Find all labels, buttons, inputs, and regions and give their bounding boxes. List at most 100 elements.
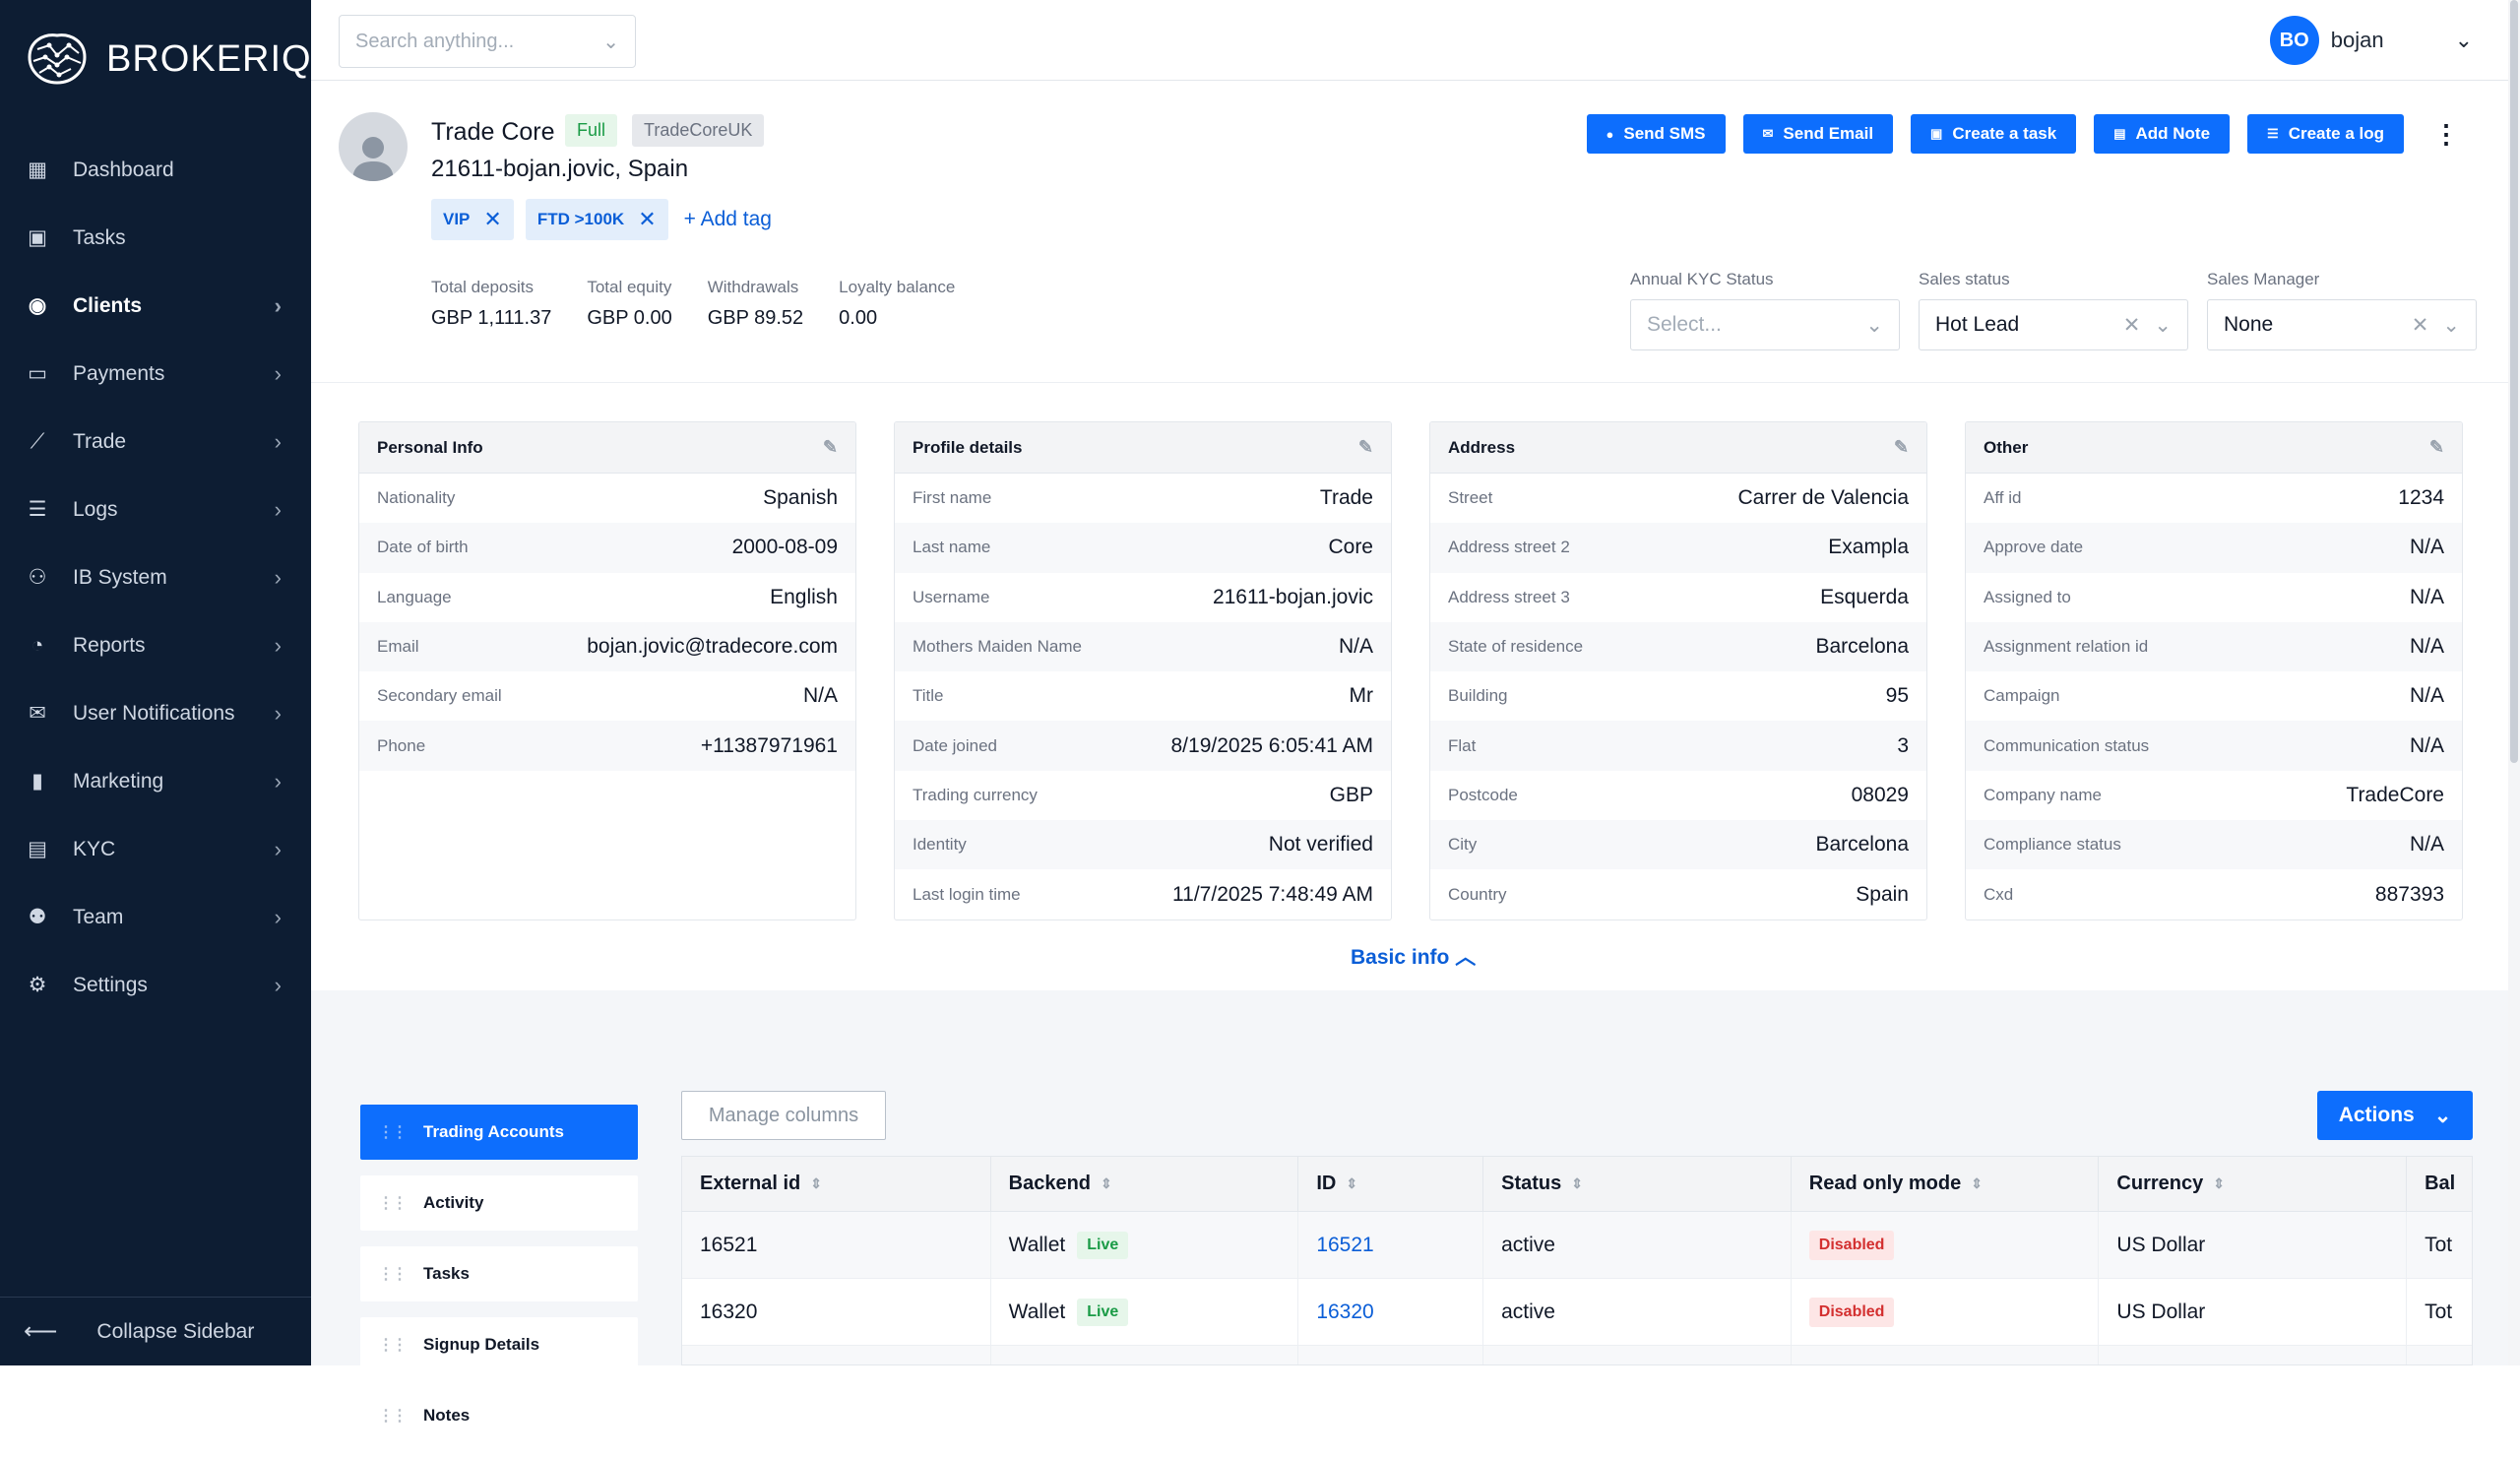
sidebar-item-tasks[interactable]: ▣ Tasks [0, 204, 311, 272]
remove-tag-icon[interactable]: ✕ [638, 207, 657, 231]
search-placeholder: Search anything... [355, 30, 515, 52]
card-title: Address [1448, 437, 1516, 457]
tab-trading-accounts[interactable]: ⋮⋮ Trading Accounts [360, 1105, 638, 1160]
info-row: City Barcelona [1430, 820, 1926, 870]
info-label: Secondary email [377, 686, 502, 706]
sidebar-item-reports[interactable]: ◔ Reports › [0, 611, 311, 679]
drag-handle-icon[interactable]: ⋮⋮ [378, 1408, 408, 1425]
info-value: Barcelona [1815, 833, 1909, 856]
more-options-icon[interactable]: ⋮ [2433, 118, 2459, 149]
sidebar-item-label: IB System [73, 565, 167, 589]
info-label: Date of birth [377, 538, 469, 557]
sidebar-item-settings[interactable]: ⚙ Settings › [0, 951, 311, 1019]
drag-handle-icon[interactable]: ⋮⋮ [378, 1266, 408, 1283]
tab-tasks[interactable]: ⋮⋮ Tasks [360, 1246, 638, 1301]
column-header[interactable]: Currency ⇕ [2099, 1157, 2408, 1211]
stat-value: GBP 89.52 [707, 307, 804, 329]
edit-icon[interactable]: ✎ [1893, 437, 1909, 457]
info-value: Carrer de Valencia [1737, 486, 1909, 510]
search-input[interactable]: Search anything... ⌄ [339, 15, 636, 68]
sidebar-item-label: Trade [73, 429, 127, 453]
drag-handle-icon[interactable]: ⋮⋮ [378, 1337, 408, 1354]
avatar: BO [2269, 16, 2319, 65]
add-note-button[interactable]: ▤ Add Note [2094, 114, 2231, 154]
chevron-right-icon: › [274, 429, 282, 454]
edit-icon[interactable]: ✎ [822, 437, 838, 457]
user-menu[interactable]: BO bojan ⌄ [2269, 16, 2473, 65]
sidebar-item-marketing[interactable]: ▮ Marketing › [0, 747, 311, 815]
add-tag-button[interactable]: + Add tag [684, 208, 772, 231]
column-header[interactable]: Status ⇕ [1483, 1157, 1792, 1211]
drag-handle-icon[interactable]: ⋮⋮ [378, 1124, 408, 1141]
cell-currency: US Dollar [2099, 1279, 2408, 1345]
create-task-button[interactable]: ▣ Create a task [1911, 114, 2077, 154]
sidebar-item-logs[interactable]: ☰ Logs › [0, 476, 311, 543]
chevron-down-icon: ⌄ [2154, 313, 2172, 337]
edit-icon[interactable]: ✎ [1357, 437, 1373, 457]
sales-status-select[interactable]: Hot Lead ✕ ⌄ [1919, 299, 2188, 350]
sales-manager-select[interactable]: None ✕ ⌄ [2207, 299, 2477, 350]
sidebar-item-kyc[interactable]: ▤ KYC › [0, 815, 311, 883]
stat-label: Total equity [587, 278, 672, 296]
table-row[interactable]: 16279WalletLive16279activeDisabledEuroTo… [682, 1346, 2472, 1364]
info-value: Not verified [1268, 833, 1373, 856]
create-log-button[interactable]: ☰ Create a log [2247, 114, 2404, 154]
collapse-sidebar-button[interactable]: ⟵ Collapse Sidebar [0, 1297, 311, 1365]
sidebar-item-clients[interactable]: ◉ Clients › [0, 272, 311, 340]
tab-signup-details[interactable]: ⋮⋮ Signup Details [360, 1317, 638, 1372]
table-row[interactable]: 16320 Wallet Live 16320 active Disabled US Dol… [682, 1279, 2472, 1346]
send-sms-button[interactable]: ● Send SMS [1586, 114, 1726, 154]
info-row: Company name TradeCore [1966, 771, 2462, 820]
sales-manager-group: Sales Manager None ✕ ⌄ [2207, 270, 2477, 350]
user-circle-icon: ◉ [28, 294, 47, 317]
sidebar-item-user-notifications[interactable]: ✉ User Notifications › [0, 679, 311, 747]
kyc-status-select[interactable]: Select... ⌄ [1630, 299, 1900, 350]
status-text: active [1501, 1300, 1555, 1323]
column-header[interactable]: External id ⇕ [682, 1157, 991, 1211]
sidebar-item-dashboard[interactable]: ▦ Dashboard [0, 136, 311, 204]
scrollbar-thumb[interactable] [2510, 0, 2518, 763]
tab-activity[interactable]: ⋮⋮ Activity [360, 1175, 638, 1231]
column-header[interactable]: ID ⇕ [1298, 1157, 1484, 1211]
info-value: N/A [2409, 733, 2444, 757]
scrollbar[interactable] [2508, 0, 2520, 1365]
column-header[interactable]: Backend ⇕ [991, 1157, 1299, 1211]
trading-accounts-table: External id ⇕ Backend ⇕ ID ⇕ Status ⇕ Read only … [681, 1156, 2473, 1365]
account-id-link[interactable]: 16320 [1316, 1300, 1374, 1323]
sidebar-item-payments[interactable]: ▭ Payments › [0, 340, 311, 408]
info-value: Trade [1319, 486, 1373, 510]
chevron-right-icon: › [274, 497, 282, 522]
info-value: 8/19/2025 6:05:41 AM [1170, 733, 1374, 757]
send-email-button[interactable]: ✉ Send Email [1742, 114, 1894, 154]
sidebar-item-team[interactable]: ⚉ Team › [0, 883, 311, 951]
account-id-link[interactable]: 16521 [1316, 1233, 1374, 1256]
sidebar-item-trade[interactable]: ⟋ Trade › [0, 408, 311, 476]
manage-columns-button[interactable]: Manage columns [681, 1091, 886, 1140]
list-icon: ☰ [28, 498, 47, 521]
info-row: Flat 3 [1430, 721, 1926, 771]
drag-handle-icon[interactable]: ⋮⋮ [378, 1195, 408, 1212]
tab-notes[interactable]: ⋮⋮ Notes [360, 1388, 638, 1443]
stat-withdrawals: Withdrawals GBP 89.52 [708, 278, 803, 330]
column-header[interactable]: Read only mode ⇕ [1792, 1157, 2100, 1211]
info-label: Postcode [1448, 785, 1518, 804]
info-label: Email [377, 637, 419, 657]
tab-label: Tasks [423, 1264, 470, 1283]
brand-logo[interactable]: BROKERIQ [24, 30, 312, 89]
clear-icon[interactable]: ✕ [2411, 313, 2429, 337]
chevron-right-icon: › [274, 769, 282, 793]
basic-info-toggle[interactable]: Basic info ︿ [1351, 941, 1476, 971]
info-label: Title [913, 686, 944, 706]
hierarchy-icon: ⚇ [28, 566, 47, 589]
sidebar-item-ib-system[interactable]: ⚇ IB System › [0, 543, 311, 611]
column-header[interactable]: Bal [2407, 1157, 2472, 1211]
balance-text: Tot [2425, 1233, 2453, 1256]
clear-icon[interactable]: ✕ [2122, 313, 2141, 337]
edit-icon[interactable]: ✎ [2428, 437, 2444, 457]
actions-dropdown-button[interactable]: Actions ⌄ [2317, 1091, 2473, 1140]
table-row[interactable]: 16521 Wallet Live 16521 active Disabled US Dol… [682, 1212, 2472, 1279]
create-task-label: Create a task [1952, 124, 2057, 143]
remove-tag-icon[interactable]: ✕ [483, 207, 502, 231]
info-row: Identity Not verified [895, 820, 1391, 870]
info-row: State of residence Barcelona [1430, 621, 1926, 672]
